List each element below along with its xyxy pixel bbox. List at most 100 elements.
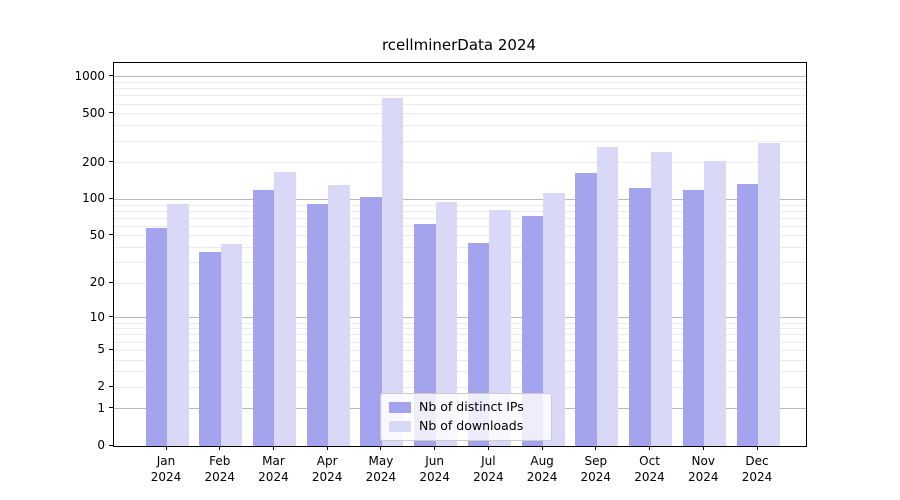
- x-tick-mark: [756, 446, 758, 450]
- y-tick-mark: [109, 112, 113, 114]
- x-tick-mark: [487, 446, 489, 450]
- gridline-minor: [114, 235, 806, 237]
- gridline-minor: [114, 359, 806, 361]
- y-tick-label: 2: [97, 379, 105, 394]
- x-tick-label: Feb 2024: [204, 454, 235, 484]
- x-tick-mark: [434, 446, 436, 450]
- gridline-minor: [114, 82, 806, 84]
- x-tick-label: Jun 2024: [419, 454, 450, 484]
- y-tick-label: 200: [82, 154, 105, 169]
- bar-downloads: [543, 193, 565, 446]
- legend-row-downloads: Nb of downloads: [389, 419, 541, 433]
- gridline-minor: [114, 95, 806, 97]
- y-tick-mark: [109, 316, 113, 318]
- bar-ips: [682, 189, 705, 446]
- x-tick-mark: [541, 446, 543, 450]
- gridline-minor: [114, 247, 806, 249]
- gridline-minor: [114, 210, 806, 212]
- x-tick-mark: [380, 446, 382, 450]
- bar-downloads: [704, 160, 726, 446]
- gridline-minor: [114, 262, 806, 264]
- y-tick-label: 10: [89, 309, 105, 324]
- chart-title: rcellminerData 2024: [381, 36, 537, 54]
- y-tick-label: 1: [97, 400, 105, 415]
- bar-downloads: [167, 203, 189, 446]
- gridline-minor: [114, 328, 806, 330]
- legend-label-distinct-ips: Nb of distinct IPs: [419, 399, 524, 414]
- bar-downloads: [435, 201, 458, 446]
- y-tick-label: 100: [82, 191, 105, 206]
- x-tick-label: Dec 2024: [741, 454, 773, 484]
- bar-downloads: [328, 184, 350, 446]
- gridline-major: [114, 76, 806, 78]
- gridline-minor: [114, 88, 806, 90]
- gridline-minor: [114, 322, 806, 324]
- gridline-major: [114, 198, 806, 200]
- gridline-minor: [114, 217, 806, 219]
- y-tick-mark: [109, 197, 113, 199]
- x-tick-mark: [272, 446, 274, 450]
- bar-ips: [521, 216, 544, 446]
- bar-ips: [736, 183, 758, 446]
- y-tick-mark: [109, 75, 113, 77]
- gridline-minor: [114, 371, 806, 373]
- y-tick-label: 5: [97, 342, 105, 357]
- bar-downloads: [650, 151, 673, 446]
- y-tick-label: 20: [89, 275, 105, 290]
- x-tick-mark: [595, 446, 597, 450]
- x-tick-mark: [326, 446, 328, 450]
- gridline-minor: [114, 349, 806, 351]
- x-tick-mark: [165, 446, 167, 450]
- bar-downloads: [758, 142, 780, 446]
- x-tick-label: Apr 2024: [311, 454, 343, 484]
- y-tick-label: 1000: [74, 68, 105, 83]
- x-tick-label: Sep 2024: [580, 454, 612, 484]
- plot-area: Nb of distinct IPs Nb of downloads: [113, 62, 807, 447]
- y-tick-label: 50: [89, 227, 105, 242]
- gridline-minor: [114, 282, 806, 284]
- bar-ips: [575, 172, 597, 446]
- gridline-major: [114, 317, 806, 319]
- y-tick-mark: [109, 281, 113, 283]
- legend: Nb of distinct IPs Nb of downloads: [380, 393, 552, 441]
- x-tick-mark: [219, 446, 221, 450]
- x-tick-mark: [649, 446, 651, 450]
- gridline-minor: [114, 140, 806, 142]
- x-tick-label: Jul 2024: [473, 454, 504, 484]
- x-tick-label: Aug 2024: [526, 454, 558, 484]
- bar-ips: [414, 223, 436, 446]
- x-tick-mark: [702, 446, 704, 450]
- bar-downloads: [596, 146, 619, 446]
- y-tick-mark: [109, 385, 113, 387]
- bar-ips: [306, 203, 329, 446]
- y-tick-mark: [109, 407, 113, 409]
- bar-ips: [629, 187, 651, 446]
- legend-label-downloads: Nb of downloads: [419, 418, 524, 433]
- gridline-minor: [114, 162, 806, 164]
- gridline-minor: [114, 113, 806, 115]
- bar-downloads: [489, 209, 511, 446]
- gridline-minor: [114, 341, 806, 343]
- y-tick-mark: [109, 234, 113, 236]
- x-tick-label: May 2024: [365, 454, 397, 484]
- y-tick-label: 500: [82, 105, 105, 120]
- y-tick-label: 0: [97, 438, 105, 452]
- y-tick-mark: [109, 161, 113, 163]
- x-tick-label: Nov 2024: [687, 454, 719, 484]
- gridline-minor: [114, 204, 806, 206]
- gridline-minor: [114, 334, 806, 336]
- legend-swatch-downloads: [389, 420, 411, 432]
- y-tick-mark: [109, 444, 113, 446]
- bar-downloads: [381, 98, 404, 446]
- y-tick-mark: [109, 348, 113, 350]
- bar-ips: [199, 251, 221, 446]
- bar-ips: [360, 196, 382, 446]
- gridline-minor: [114, 103, 806, 105]
- gridline-minor: [114, 386, 806, 388]
- x-tick-label: Mar 2024: [258, 454, 289, 484]
- legend-row-distinct-ips: Nb of distinct IPs: [389, 400, 541, 414]
- legend-swatch-distinct-ips: [389, 401, 411, 413]
- x-tick-label: Jan 2024: [150, 454, 182, 484]
- bar-downloads: [220, 243, 243, 446]
